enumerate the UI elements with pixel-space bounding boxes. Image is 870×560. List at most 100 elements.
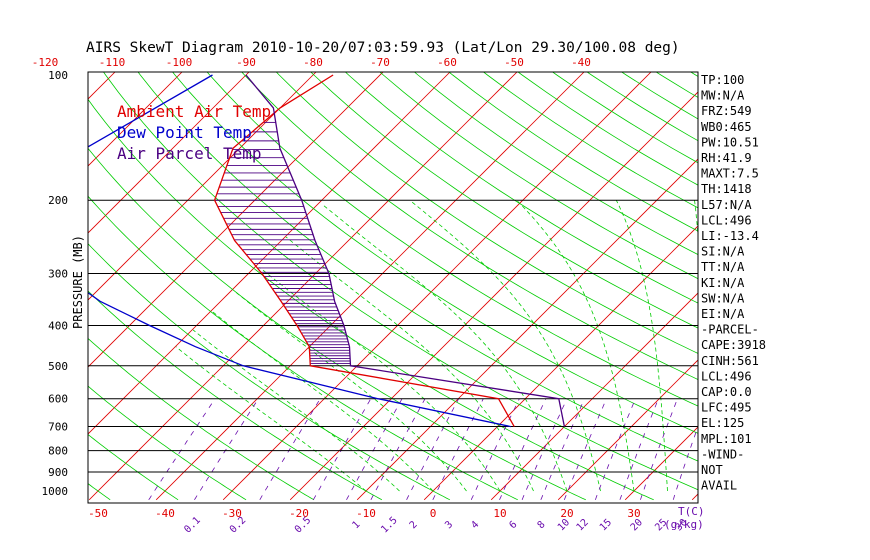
top-temp-tick-label: -110: [99, 56, 126, 69]
stability-index-label: RH:41.9: [701, 151, 752, 165]
mixing-ratio-tick-label: 0.1: [182, 515, 203, 536]
dry-adiabat-line: [206, 72, 698, 407]
mixing-ratio-line: [540, 398, 585, 500]
stability-index-label: SW:N/A: [701, 291, 745, 305]
stability-index-label: L57:N/A: [701, 198, 752, 212]
stability-index-label: MAXT:7.5: [701, 167, 759, 181]
dry-adiabat-line: [275, 72, 698, 354]
dry-adiabat-line: [88, 147, 586, 501]
stability-index-label: LI:-13.4: [701, 229, 759, 243]
moist-adiabat-line: [285, 236, 534, 492]
pressure-tick-label: 500: [48, 360, 68, 373]
dewpoint-temp-line: [88, 74, 511, 428]
top-temp-tick-label: -90: [236, 56, 256, 69]
pressure-tick-label: 200: [48, 194, 68, 207]
dry-adiabat-line: [88, 433, 179, 501]
isotherm-line: [222, 72, 652, 501]
mixing-ratio-line: [594, 398, 636, 500]
isotherm-line: [88, 72, 183, 167]
top-temp-tick-label: -60: [437, 56, 457, 69]
stability-index-label: PW:10.51: [701, 135, 759, 149]
mixing-ratio-tick-label: 15: [598, 517, 614, 533]
mixing-ratio-tick-label: 1.5: [379, 515, 400, 536]
stability-index-label: FRZ:549: [701, 104, 752, 118]
dry-adiabat-line: [413, 72, 698, 256]
moist-adiabat-line: [409, 199, 601, 492]
isotherm-line: [88, 72, 451, 435]
stability-index-label: WB0:465: [701, 120, 752, 134]
bottom-temp-tick-label: 30: [627, 507, 640, 520]
pressure-tick-label: 700: [48, 421, 68, 434]
dry-adiabat-line: [137, 72, 698, 462]
isotherm-line: [88, 72, 384, 368]
mixing-ratio-tick-label: 2: [408, 519, 420, 531]
pressure-tick-label: 400: [48, 319, 68, 332]
stability-index-label: TT:N/A: [701, 260, 745, 274]
parcel-temp-line: [245, 74, 566, 427]
dry-adiabat-line: [379, 72, 698, 280]
isotherm-line: [155, 72, 585, 501]
dry-adiabat-line: [310, 72, 698, 329]
pressure-tick-label: 800: [48, 445, 68, 458]
stability-index-label: MPL:101: [701, 432, 752, 446]
moist-adiabat-line: [322, 204, 568, 492]
dry-adiabat-line: [241, 72, 698, 380]
pressure-tick-label: 1000: [42, 485, 69, 498]
mixing-ratio-line: [370, 398, 426, 500]
isotherm-line: [88, 72, 518, 501]
top-temp-tick-label: -100: [166, 56, 193, 69]
mixing-ratio-line: [521, 398, 568, 500]
stability-index-label: NOT: [701, 463, 723, 477]
bottom-temp-tick-label: 0: [430, 507, 437, 520]
dry-adiabat-line: [0, 56, 42, 500]
stability-index-label: SI:N/A: [701, 245, 745, 259]
stability-index-label: LCL:496: [701, 213, 752, 227]
stability-index-label: CINH:561: [701, 354, 759, 368]
mixing-ratio-line: [432, 398, 484, 500]
dry-adiabat-line: [88, 98, 654, 501]
isotherm-line: [88, 72, 317, 301]
pressure-tick-label: 300: [48, 267, 68, 280]
stability-index-label: -WIND-: [701, 447, 744, 461]
mixing-ratio-line: [148, 398, 216, 501]
mixing-ratio-tick-label: 3: [443, 519, 455, 531]
mixing-ratio-tick-label: 4: [469, 519, 481, 531]
plot-frame: [87, 71, 699, 504]
top-temp-tick-label: -70: [370, 56, 390, 69]
mixing-ratio-line: [619, 398, 659, 500]
stability-index-label: TP:100: [701, 73, 744, 87]
stability-index-label: TH:1418: [701, 182, 752, 196]
mixing-ratio-line: [406, 398, 460, 500]
mixing-ratio-unit-label: (g/kg): [664, 518, 704, 531]
mixing-ratio-tick-label: 12: [575, 517, 591, 533]
y-axis-label: PRESSURE (MB): [71, 235, 85, 329]
isotherm-line: [356, 158, 698, 501]
pressure-tick-label: 100: [48, 69, 68, 82]
moist-adiabat-line: [192, 329, 400, 492]
ambient-temp-line: [213, 74, 515, 427]
stability-index-label: MW:N/A: [701, 89, 745, 103]
dry-adiabat-line: [172, 72, 698, 434]
mixing-ratio-line: [194, 398, 259, 501]
stability-index-label: LFC:495: [701, 401, 752, 415]
x-axis-label: T(C): [678, 505, 705, 518]
dry-adiabat-line: [344, 72, 698, 304]
moist-adiabat-line: [615, 200, 668, 492]
bottom-temp-tick-label: -30: [222, 507, 242, 520]
bottom-temp-tick-label: -20: [289, 507, 309, 520]
stability-index-label: CAP:0.0: [701, 385, 752, 399]
dry-adiabat-line: [103, 72, 698, 491]
stability-index-label: -PARCEL-: [701, 323, 759, 337]
legend-dewpoint: Dew Point Temp: [117, 123, 252, 142]
mixing-ratio-line: [259, 398, 321, 501]
moist-adiabat-line: [211, 311, 434, 492]
stability-index-label: LCL:496: [701, 369, 752, 383]
pressure-tick-label: 600: [48, 393, 68, 406]
mixing-ratio-line: [312, 398, 372, 501]
isotherm-line: [759, 56, 870, 500]
pressure-tick-label: 900: [48, 466, 68, 479]
bottom-temp-tick-label: -40: [155, 507, 175, 520]
moist-adiabat-line: [175, 346, 367, 492]
dry-adiabat-line: [88, 385, 247, 501]
